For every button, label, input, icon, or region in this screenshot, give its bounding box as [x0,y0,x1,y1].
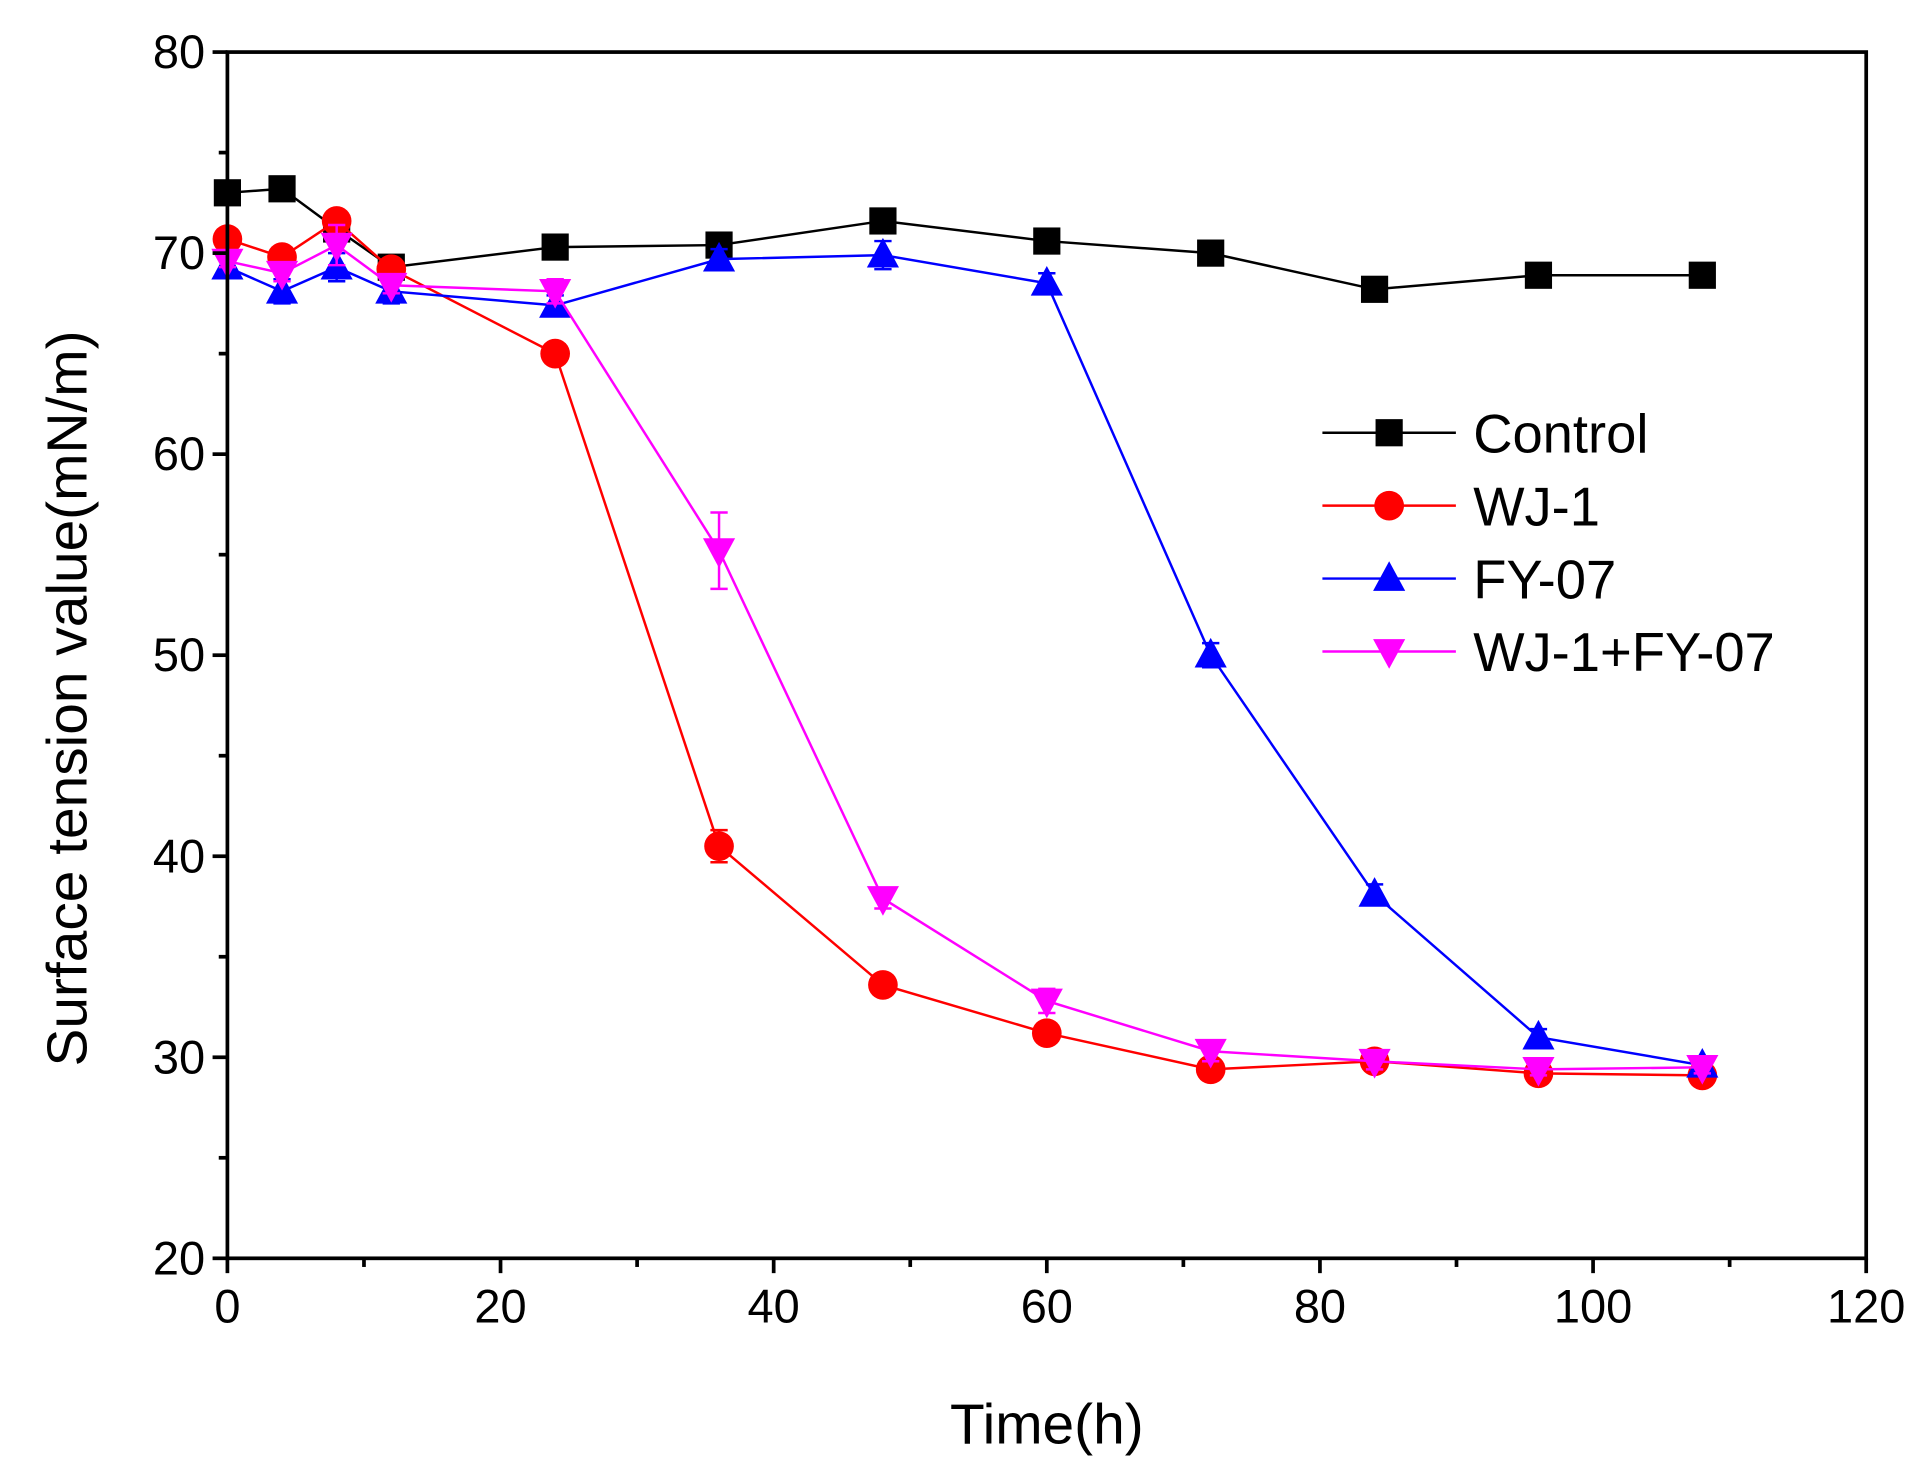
data-point [868,970,898,1000]
data-point [1522,1056,1555,1087]
data-point [1686,1054,1719,1085]
x-tick-label: 80 [1294,1280,1346,1333]
legend-label: Control [1473,404,1648,465]
y-tick-label: 60 [153,427,205,480]
legend-item: FY-07 [1322,549,1616,610]
data-point [702,538,736,568]
data-point [702,241,736,272]
x-tick-label: 120 [1827,1280,1905,1333]
legend-item: WJ-1+FY-07 [1322,622,1775,683]
legend-item: Control [1322,404,1648,465]
data-point [1033,227,1061,255]
x-tick-label: 40 [748,1280,800,1333]
data-point [704,831,734,862]
data-point [1524,261,1553,289]
data-point [1030,988,1063,1019]
x-tick-label: 60 [1021,1280,1073,1333]
legend: Control WJ-1 FY-07 WJ-1+FY-07 [1322,404,1775,683]
y-axis-label: Surface tension value(mN/m) [37,330,100,1066]
plot-marks [211,175,1719,1091]
data-point [320,232,353,263]
data-point [1194,1038,1227,1069]
y-tick-label: 40 [153,829,205,882]
y-tick-label: 70 [153,226,205,279]
data-point [375,272,408,303]
data-point [539,278,572,309]
series-wj-1-fy-07 [211,223,1719,1087]
data-point [1194,637,1227,668]
data-point [1030,265,1063,296]
data-point [541,233,569,261]
y-tick-label: 30 [153,1030,205,1083]
legend-item: WJ-1 [1322,476,1600,537]
x-tick-label: 100 [1554,1280,1632,1333]
data-point [268,175,296,203]
data-point [1688,261,1716,289]
y-tick-label: 20 [153,1231,205,1284]
data-point [540,338,570,369]
x-tick-label: 20 [474,1280,526,1333]
x-tick-label: 0 [214,1280,240,1333]
y-tick-label: 50 [153,628,205,681]
data-point [1358,1048,1391,1079]
legend-label: WJ-1 [1473,476,1600,537]
data-point [866,886,899,916]
data-point [321,206,352,236]
data-point [1031,1018,1062,1048]
legend-marker [1374,490,1404,521]
legend-marker [1375,419,1403,447]
data-point [869,207,897,235]
data-point [265,260,299,291]
x-axis-label: Time(h) [950,1394,1144,1457]
series-line [227,243,1703,1071]
y-tick-label: 80 [153,25,205,78]
legend-marker [1373,561,1406,591]
legend-marker [1373,639,1406,669]
data-point [1197,239,1225,267]
data-point [1360,275,1389,303]
legend-label: FY-07 [1473,549,1616,610]
series-control [213,175,1716,303]
data-point [866,237,899,268]
legend-label: WJ-1+FY-07 [1473,622,1775,683]
data-point [1358,877,1391,907]
series-line [227,187,1703,291]
data-point [1522,1019,1555,1050]
